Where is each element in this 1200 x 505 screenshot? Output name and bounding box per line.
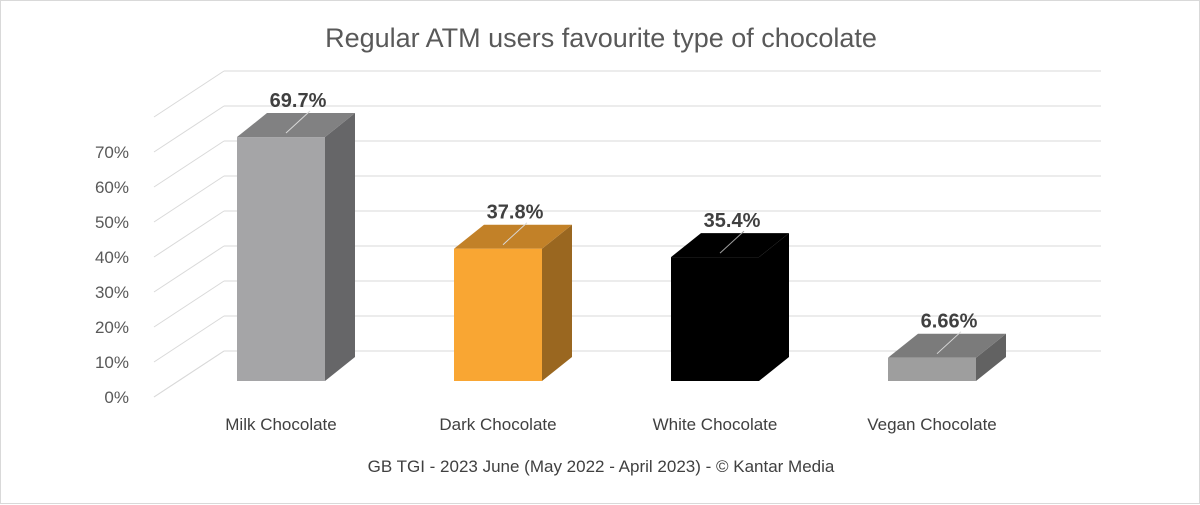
bar-top [454,224,572,249]
x-category-label: Dark Chocolate [439,415,556,434]
chart-source-note: GB TGI - 2023 June (May 2022 - April 202… [367,457,835,476]
bar-side [325,113,355,382]
y-tick-label: 40% [95,248,129,267]
y-tick-label: 0% [104,388,129,407]
bar-top [888,333,1006,358]
side-gridline [153,140,225,188]
side-gridline [153,175,225,223]
side-gridline [153,280,225,328]
side-gridline [153,210,225,258]
bar-side [976,333,1006,381]
bar-side [759,233,789,381]
x-category-label: Milk Chocolate [225,415,337,434]
side-gridline [153,350,225,398]
side-gridline [153,245,225,293]
x-category-label: Vegan Chocolate [867,415,997,434]
data-label-leader [285,110,311,134]
y-tick-label: 50% [95,213,129,232]
data-label: 37.8% [487,202,544,224]
data-label: 6.66% [921,311,978,333]
y-tick-label: 70% [95,143,129,162]
side-gridline [153,70,225,118]
bar [671,257,759,381]
chart-title: Regular ATM users favourite type of choc… [325,23,877,53]
bar [454,248,542,381]
bar-top [237,113,355,138]
x-category-label: White Chocolate [653,415,778,434]
y-tick-label: 60% [95,178,129,197]
data-label-leader [502,222,528,246]
y-tick-label: 10% [95,353,129,372]
bar-top [671,233,789,258]
bar-side [542,224,572,381]
y-tick-label: 20% [95,318,129,337]
data-label-leader [936,331,962,355]
side-gridline [153,315,225,363]
side-gridline [153,105,225,153]
data-label-leader [719,230,745,254]
bar [237,137,325,381]
bar [888,357,976,381]
y-tick-label: 30% [95,283,129,302]
data-label: 35.4% [704,210,761,232]
data-label: 69.7% [270,90,327,112]
